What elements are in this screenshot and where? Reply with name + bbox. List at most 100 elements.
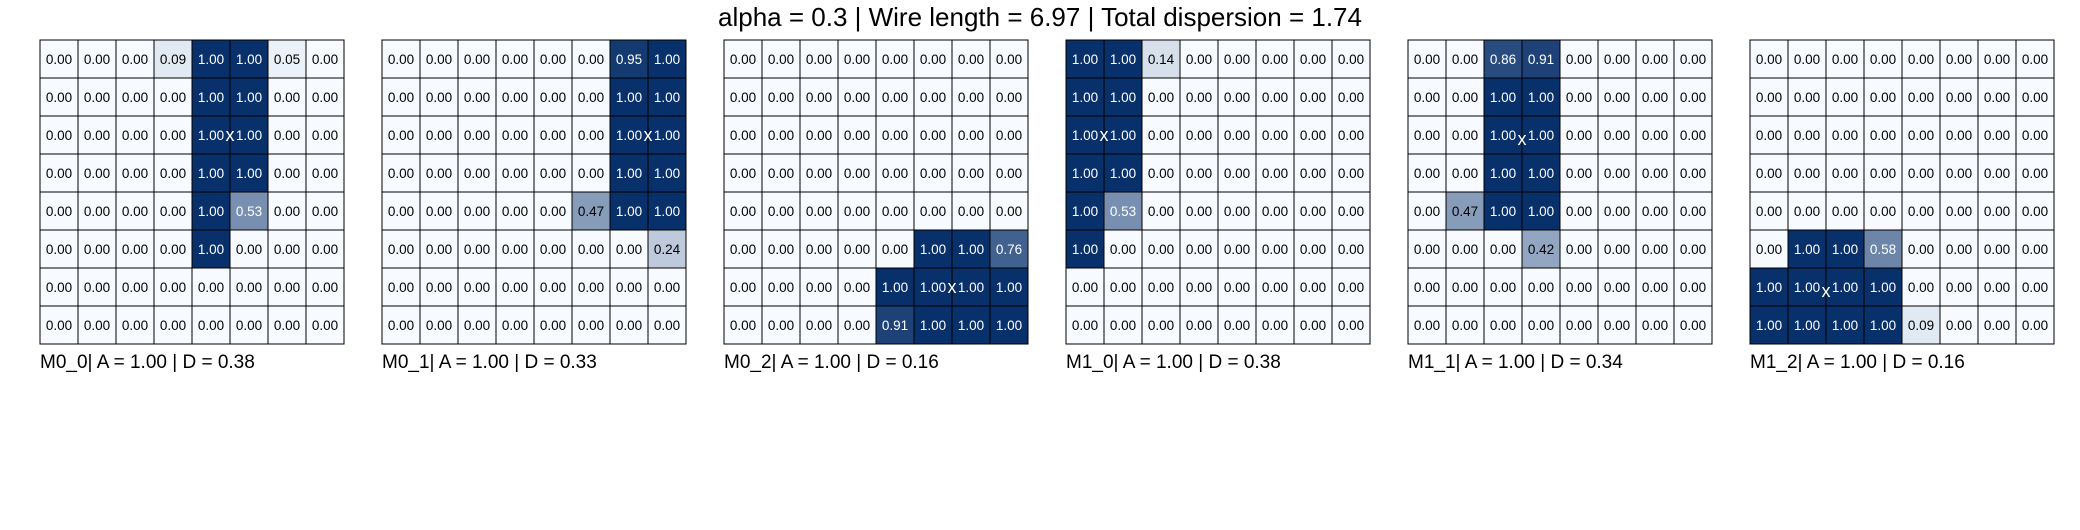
- heatmap-cell: [77, 267, 117, 307]
- heatmap-panel-1: 0.00 0.00 0.00 0.00 0.00 0.00 0.95 1.00 0.00 0.00…: [381, 39, 687, 373]
- heatmap-cell: [1483, 115, 1523, 155]
- cell-value-label: 0.00: [1452, 166, 1478, 181]
- heatmap-cell: [1103, 153, 1143, 193]
- heatmap-cell: [115, 229, 155, 269]
- heatmap-cell: [419, 267, 459, 307]
- heatmap-cell: [1749, 39, 1789, 79]
- cell-value-label: 0.00: [1832, 128, 1858, 143]
- heatmap-cell: [457, 305, 497, 345]
- cell-value-label: 0.00: [1224, 204, 1250, 219]
- cell-value-label: 0.00: [578, 280, 604, 295]
- cell-value-label: 1.00: [1870, 318, 1896, 333]
- cell-value-label: 0.00: [996, 90, 1022, 105]
- cell-value-label: 0.00: [768, 318, 794, 333]
- cell-value-label: 1.00: [236, 166, 262, 181]
- cell-value-label: 0.00: [1148, 166, 1174, 181]
- heatmap-cell: [1141, 267, 1181, 307]
- cell-value-label: 0.00: [122, 52, 148, 67]
- cell-value-label: 0.00: [1870, 52, 1896, 67]
- cell-value-label: 1.00: [1756, 280, 1782, 295]
- heatmap-cell: [1141, 229, 1181, 269]
- heatmap-cell: [1559, 77, 1599, 117]
- cell-value-label: 1.00: [198, 242, 224, 257]
- cell-value-label: 1.00: [1794, 318, 1820, 333]
- cell-value-label: 0.00: [2022, 52, 2048, 67]
- heatmap-cell: [1293, 191, 1333, 231]
- heatmap-cell: [1065, 115, 1105, 155]
- heatmap-cell: [951, 267, 991, 307]
- cell-value-label: 0.00: [1908, 128, 1934, 143]
- cell-value-label: 0.00: [730, 204, 756, 219]
- cell-value-label: 0.00: [768, 280, 794, 295]
- cell-value-label: 0.00: [1680, 52, 1706, 67]
- cell-value-label: 0.00: [1224, 90, 1250, 105]
- cell-value-label: 0.00: [274, 242, 300, 257]
- cell-value-label: 0.00: [1414, 318, 1440, 333]
- cell-value-label: 0.24: [654, 242, 681, 257]
- cell-value-label: 0.00: [1642, 52, 1668, 67]
- heatmap-cell: [77, 115, 117, 155]
- cell-value-label: 0.00: [1262, 166, 1288, 181]
- cell-value-label: 1.00: [1110, 128, 1136, 143]
- heatmap-cell: [1559, 153, 1599, 193]
- cell-value-label: 0.00: [198, 280, 224, 295]
- heatmap-cell: [191, 153, 231, 193]
- cell-value-label: 0.00: [540, 318, 566, 333]
- cell-value-label: 1.00: [1072, 52, 1098, 67]
- cell-value-label: 0.00: [1832, 166, 1858, 181]
- heatmap-cell: [533, 191, 573, 231]
- heatmap-cell: [267, 229, 307, 269]
- cell-value-label: 0.00: [1984, 166, 2010, 181]
- heatmap-cell: [609, 305, 649, 345]
- cell-value-label: 0.00: [844, 280, 870, 295]
- cell-value-label: 0.00: [1262, 318, 1288, 333]
- cell-value-label: 0.00: [46, 128, 72, 143]
- heatmap-cell: [1977, 77, 2017, 117]
- center-marker: x: [948, 277, 957, 297]
- cell-value-label: 0.00: [1946, 52, 1972, 67]
- cell-value-label: 0.00: [426, 242, 452, 257]
- cell-value-label: 0.00: [1072, 280, 1098, 295]
- cell-value-label: 0.00: [1756, 128, 1782, 143]
- cell-value-label: 0.00: [426, 52, 452, 67]
- cell-value-label: 1.00: [920, 318, 946, 333]
- heatmap-cell: [39, 305, 79, 345]
- heatmap-cell: [267, 77, 307, 117]
- cell-value-label: 0.00: [958, 52, 984, 67]
- heatmap-cell: [989, 39, 1029, 79]
- cell-value-label: 0.09: [160, 52, 186, 67]
- cell-value-label: 1.00: [996, 318, 1022, 333]
- cell-value-label: 0.00: [1794, 204, 1820, 219]
- cell-value-label: 0.00: [578, 128, 604, 143]
- heatmap-cell: [381, 115, 421, 155]
- heatmap-cell: [1179, 153, 1219, 193]
- cell-value-label: 1.00: [654, 90, 680, 105]
- heatmap-cell: [1293, 39, 1333, 79]
- cell-value-label: 0.00: [1224, 166, 1250, 181]
- cell-value-label: 0.00: [1566, 242, 1592, 257]
- cell-value-label: 0.00: [730, 280, 756, 295]
- cell-value-label: 0.00: [426, 166, 452, 181]
- heatmap-cell: [115, 39, 155, 79]
- heatmap-cell: [1217, 305, 1257, 345]
- heatmap-cell: [647, 115, 687, 155]
- cell-value-label: 0.00: [1224, 242, 1250, 257]
- cell-value-label: 0.00: [1946, 280, 1972, 295]
- cell-value-label: 0.00: [1338, 128, 1364, 143]
- cell-value-label: 0.91: [1528, 52, 1554, 67]
- cell-value-label: 0.00: [730, 128, 756, 143]
- heatmap-cell: [2015, 153, 2055, 193]
- heatmap-cell: [1635, 267, 1675, 307]
- heatmap-cell: [1635, 115, 1675, 155]
- heatmap-cell: [1825, 305, 1865, 345]
- cell-value-label: 0.00: [1794, 90, 1820, 105]
- heatmap-cell: [39, 77, 79, 117]
- heatmap-cell: [229, 77, 269, 117]
- cell-value-label: 1.00: [1072, 90, 1098, 105]
- heatmap-cell: [2015, 305, 2055, 345]
- cell-value-label: 0.00: [1756, 166, 1782, 181]
- heatmap-cell: [1939, 77, 1979, 117]
- cell-value-label: 0.00: [1338, 52, 1364, 67]
- cell-value-label: 0.00: [312, 90, 338, 105]
- cell-value-label: 0.00: [1186, 128, 1212, 143]
